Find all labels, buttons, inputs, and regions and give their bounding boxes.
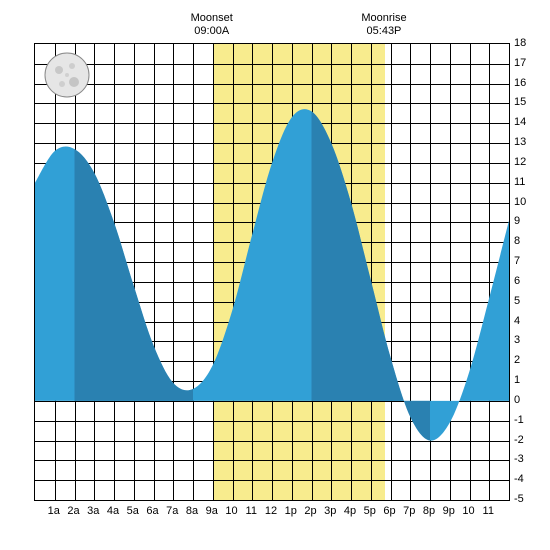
x-axis-label: 4p xyxy=(344,505,356,517)
x-axis-label: 4a xyxy=(107,505,119,517)
y-axis-label: -5 xyxy=(514,493,524,505)
moonrise-time: 05:43P xyxy=(367,25,402,37)
x-axis-label: 12 xyxy=(265,505,277,517)
tide-chart: Moonset 09:00A Moonrise 05:43P 1a 2a 3a 4a 5… xyxy=(0,0,550,550)
y-axis-label: 12 xyxy=(514,156,526,168)
x-axis-label: 6p xyxy=(383,505,395,517)
y-axis-label: 4 xyxy=(514,315,520,327)
x-axis-label: 10 xyxy=(225,505,237,517)
y-axis-label: 7 xyxy=(514,255,520,267)
moon-icon xyxy=(44,52,90,98)
x-axis-label: 11 xyxy=(246,505,257,517)
x-axis-label: 9a xyxy=(206,505,218,517)
x-axis-label: 11 xyxy=(483,505,494,517)
x-axis-label: 2a xyxy=(67,505,79,517)
y-axis-label: 11 xyxy=(514,176,525,188)
y-axis-label: -3 xyxy=(514,453,524,465)
moonset-title: Moonset xyxy=(191,12,233,24)
x-axis-label: 1a xyxy=(48,505,60,517)
x-axis-label: 6a xyxy=(146,505,158,517)
y-axis-label: 14 xyxy=(514,116,526,128)
x-axis-label: 3a xyxy=(87,505,99,517)
y-axis-label: 2 xyxy=(514,354,520,366)
y-axis-label: 3 xyxy=(514,334,520,346)
y-axis-label: 18 xyxy=(514,37,526,49)
y-axis-label: 16 xyxy=(514,77,526,89)
moonset-time: 09:00A xyxy=(194,25,229,37)
y-axis-label: 1 xyxy=(514,374,520,386)
plot-area xyxy=(34,43,510,501)
moonset-label: Moonset 09:00A xyxy=(191,12,233,38)
x-axis-label: 3p xyxy=(324,505,336,517)
x-axis-label: 8a xyxy=(186,505,198,517)
x-axis-label: 9p xyxy=(443,505,455,517)
y-axis-label: 8 xyxy=(514,235,520,247)
y-axis-label: -4 xyxy=(514,473,524,485)
y-axis-label: 13 xyxy=(514,136,526,148)
x-axis-label: 7p xyxy=(403,505,415,517)
x-axis-label: 8p xyxy=(423,505,435,517)
y-axis-label: -1 xyxy=(514,414,524,426)
y-axis-label: 0 xyxy=(514,394,520,406)
x-axis-label: 5p xyxy=(364,505,376,517)
y-axis-label: 10 xyxy=(514,196,526,208)
moonrise-title: Moonrise xyxy=(361,12,406,24)
x-axis-label: 10 xyxy=(462,505,474,517)
tide-area xyxy=(35,44,509,500)
y-axis-label: -2 xyxy=(514,434,524,446)
x-axis-label: 2p xyxy=(304,505,316,517)
y-axis-label: 17 xyxy=(514,57,526,69)
x-axis-label: 7a xyxy=(166,505,178,517)
y-axis-label: 6 xyxy=(514,275,520,287)
y-axis-label: 15 xyxy=(514,96,526,108)
y-axis-label: 9 xyxy=(514,215,520,227)
y-axis-label: 5 xyxy=(514,295,520,307)
x-axis-label: 1p xyxy=(285,505,297,517)
moonrise-label: Moonrise 05:43P xyxy=(361,12,406,38)
x-axis-label: 5a xyxy=(127,505,139,517)
